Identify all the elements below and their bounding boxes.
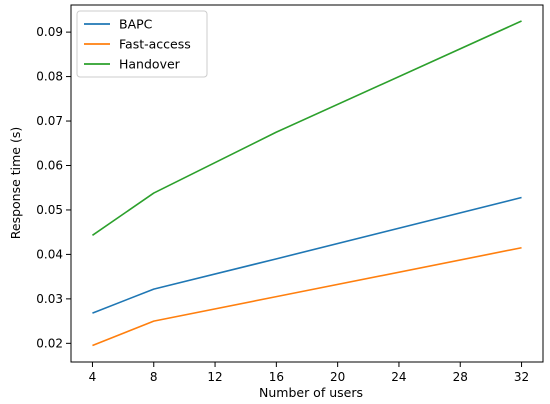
x-tick-label: 4 [89, 370, 97, 384]
x-tick-label: 32 [514, 370, 529, 384]
legend-label-handover: Handover [119, 57, 181, 72]
x-tick-label: 28 [453, 370, 468, 384]
y-tick-label: 0.03 [36, 292, 63, 306]
legend-box [76, 10, 208, 78]
y-tick-label: 0.08 [36, 70, 63, 84]
legend: BAPC Fast-access Handover [76, 10, 208, 78]
x-tick-label: 16 [269, 370, 284, 384]
x-axis-ticks: 4 8 12 16 20 24 28 32 [89, 362, 529, 384]
x-tick-label: 8 [150, 370, 158, 384]
y-tick-label: 0.02 [36, 336, 63, 350]
legend-label-fast-access: Fast-access [119, 37, 191, 52]
y-axis-ticks: 0.02 0.03 0.04 0.05 0.06 0.07 0.08 0.09 [36, 25, 71, 350]
y-axis-label: Response time (s) [8, 127, 23, 240]
x-axis-label: Number of users [259, 385, 363, 400]
series-line-fast-access [92, 246, 522, 347]
y-tick-label: 0.04 [36, 247, 63, 261]
y-tick-label: 0.07 [36, 114, 63, 128]
plot-frame [70, 4, 544, 363]
x-tick-label: 24 [391, 370, 406, 384]
series-lines [91, 20, 522, 347]
x-tick-label: 12 [207, 370, 222, 384]
series-line-handover [91, 20, 522, 236]
y-tick-label: 0.09 [36, 25, 63, 39]
series-line-bapc [92, 196, 522, 314]
y-tick-label: 0.05 [36, 203, 63, 217]
legend-label-bapc: BAPC [119, 17, 153, 32]
plot-area [70, 4, 544, 363]
x-tick-label: 20 [330, 370, 345, 384]
y-tick-label: 0.06 [36, 158, 63, 172]
